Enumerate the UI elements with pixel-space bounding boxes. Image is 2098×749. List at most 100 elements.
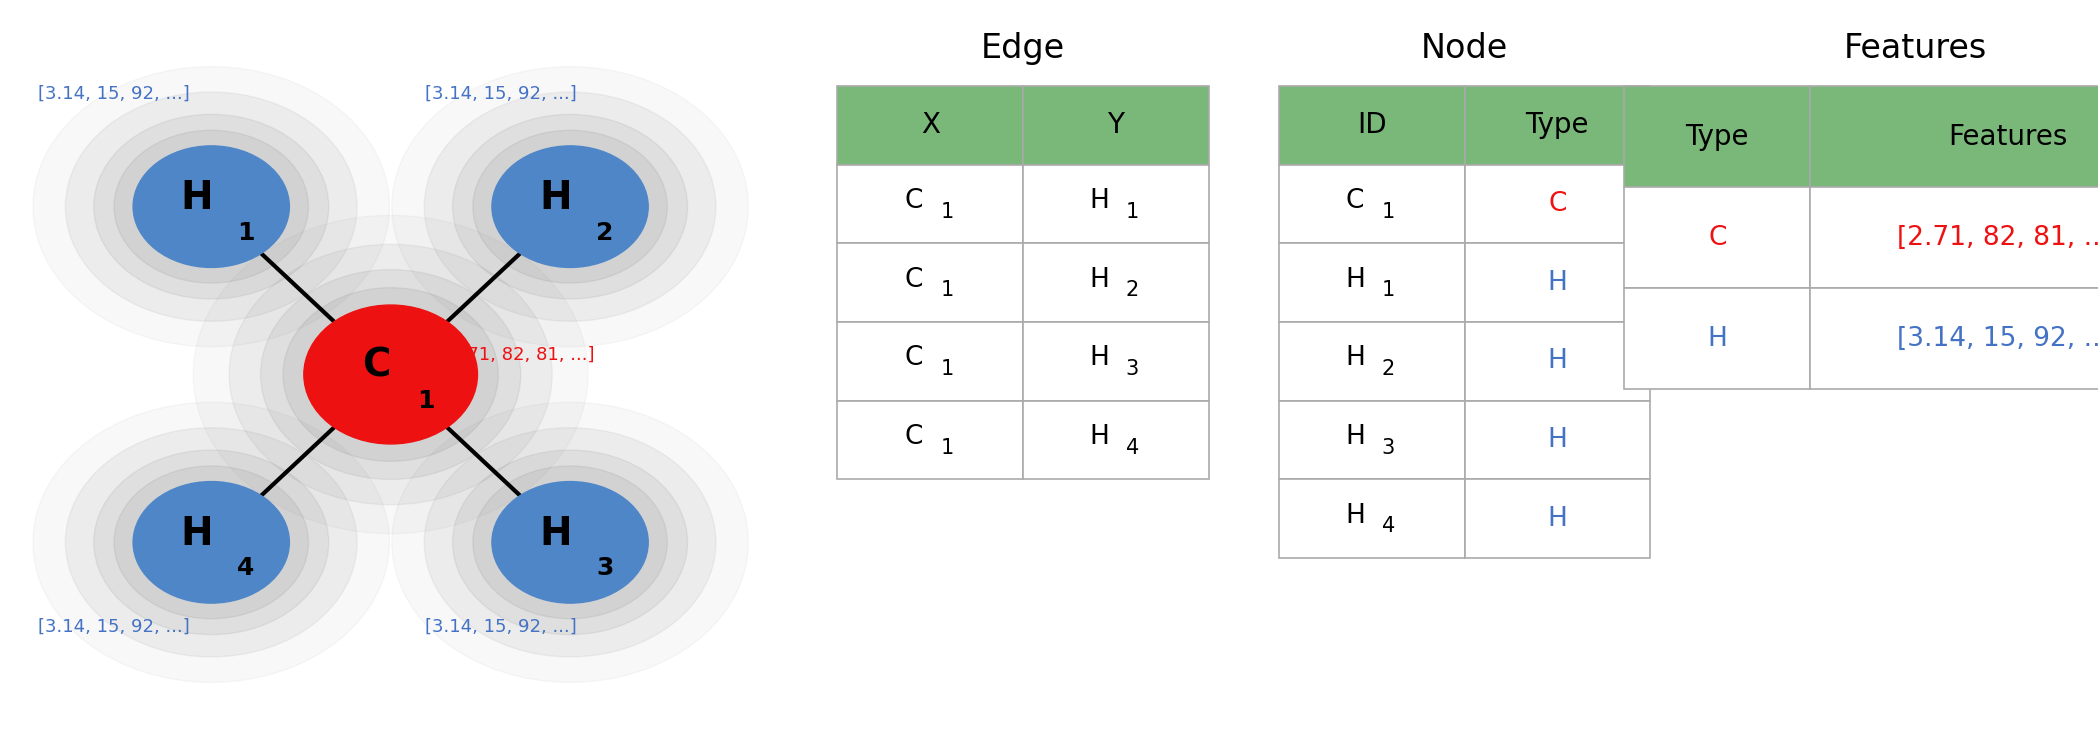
FancyBboxPatch shape [1280, 86, 1464, 165]
Text: [3.14, 15, 92, ...]: [3.14, 15, 92, ...] [1897, 326, 2098, 352]
Ellipse shape [424, 92, 715, 321]
FancyBboxPatch shape [1464, 165, 1651, 243]
Text: H: H [1548, 506, 1567, 532]
Ellipse shape [34, 67, 390, 347]
Text: H: H [1089, 188, 1110, 214]
Text: C: C [1347, 188, 1364, 214]
FancyBboxPatch shape [1464, 479, 1651, 558]
Ellipse shape [392, 402, 749, 682]
Text: H: H [1548, 270, 1567, 296]
Text: H: H [1345, 424, 1366, 450]
Ellipse shape [132, 146, 290, 267]
Text: C: C [904, 424, 923, 450]
Ellipse shape [94, 115, 329, 299]
FancyBboxPatch shape [1624, 288, 1811, 389]
Text: H: H [539, 179, 573, 217]
FancyBboxPatch shape [1464, 322, 1651, 401]
Text: H: H [539, 515, 573, 553]
FancyBboxPatch shape [1024, 165, 1208, 243]
Text: H: H [1345, 267, 1366, 293]
Text: C: C [363, 347, 390, 385]
Text: Type: Type [1525, 112, 1588, 139]
Ellipse shape [453, 450, 688, 634]
Ellipse shape [491, 482, 648, 603]
Text: 1: 1 [1383, 201, 1395, 222]
FancyBboxPatch shape [1280, 479, 1464, 558]
Text: 1: 1 [940, 201, 952, 222]
Text: 1: 1 [418, 389, 434, 413]
FancyBboxPatch shape [1280, 243, 1464, 322]
Ellipse shape [113, 130, 308, 283]
Text: 4: 4 [237, 557, 254, 580]
Text: 2: 2 [596, 221, 613, 245]
Text: 3: 3 [1383, 437, 1395, 458]
Ellipse shape [491, 146, 648, 267]
Text: [3.14, 15, 92, ...]: [3.14, 15, 92, ...] [38, 617, 189, 635]
Ellipse shape [65, 428, 357, 657]
FancyBboxPatch shape [1024, 401, 1208, 479]
Text: C: C [904, 267, 923, 293]
FancyBboxPatch shape [837, 86, 1024, 165]
Text: 3: 3 [1127, 359, 1139, 379]
Text: ID: ID [1357, 112, 1387, 139]
FancyBboxPatch shape [1624, 187, 1811, 288]
Text: H: H [1345, 503, 1366, 529]
Ellipse shape [132, 482, 290, 603]
Ellipse shape [260, 270, 520, 479]
Text: H: H [1708, 326, 1727, 352]
Text: H: H [1345, 345, 1366, 372]
FancyBboxPatch shape [1624, 86, 1811, 187]
Text: 3: 3 [596, 557, 613, 580]
FancyBboxPatch shape [1024, 322, 1208, 401]
Ellipse shape [113, 466, 308, 619]
FancyBboxPatch shape [1464, 86, 1651, 165]
FancyBboxPatch shape [1811, 187, 2098, 288]
Text: 2: 2 [1127, 280, 1139, 300]
FancyBboxPatch shape [837, 401, 1024, 479]
Ellipse shape [424, 428, 715, 657]
Text: 1: 1 [1383, 280, 1395, 300]
Text: Y: Y [1108, 112, 1125, 139]
Text: Node: Node [1420, 32, 1508, 65]
Ellipse shape [65, 92, 357, 321]
FancyBboxPatch shape [1811, 86, 2098, 187]
Text: H: H [1089, 267, 1110, 293]
FancyBboxPatch shape [1464, 243, 1651, 322]
Ellipse shape [193, 216, 587, 533]
Ellipse shape [453, 115, 688, 299]
Text: 4: 4 [1383, 516, 1395, 536]
FancyBboxPatch shape [1024, 86, 1208, 165]
Text: [3.14, 15, 92, ...]: [3.14, 15, 92, ...] [426, 617, 577, 635]
Text: H: H [180, 515, 214, 553]
Text: X: X [921, 112, 940, 139]
Text: 1: 1 [940, 437, 952, 458]
Ellipse shape [304, 305, 478, 444]
Text: C: C [1548, 191, 1567, 217]
Ellipse shape [229, 244, 552, 505]
Text: H: H [180, 179, 214, 217]
Text: Features: Features [1949, 123, 2069, 151]
Text: 1: 1 [237, 221, 254, 245]
FancyBboxPatch shape [1464, 401, 1651, 479]
Text: [3.14, 15, 92, ...]: [3.14, 15, 92, ...] [38, 85, 189, 103]
Text: [2.71, 82, 81, ...]: [2.71, 82, 81, ...] [443, 345, 594, 363]
FancyBboxPatch shape [837, 243, 1024, 322]
Ellipse shape [472, 466, 667, 619]
Text: 1: 1 [940, 280, 952, 300]
Text: Type: Type [1685, 123, 1750, 151]
FancyBboxPatch shape [1280, 322, 1464, 401]
Ellipse shape [34, 402, 390, 682]
FancyBboxPatch shape [837, 322, 1024, 401]
FancyBboxPatch shape [837, 165, 1024, 243]
Text: H: H [1089, 424, 1110, 450]
Ellipse shape [94, 450, 329, 634]
Text: C: C [904, 188, 923, 214]
Text: H: H [1089, 345, 1110, 372]
Text: 2: 2 [1383, 359, 1395, 379]
FancyBboxPatch shape [1024, 243, 1208, 322]
Text: C: C [904, 345, 923, 372]
FancyBboxPatch shape [1280, 401, 1464, 479]
Text: [3.14, 15, 92, ...]: [3.14, 15, 92, ...] [426, 85, 577, 103]
Text: C: C [1708, 225, 1727, 251]
FancyBboxPatch shape [1811, 288, 2098, 389]
